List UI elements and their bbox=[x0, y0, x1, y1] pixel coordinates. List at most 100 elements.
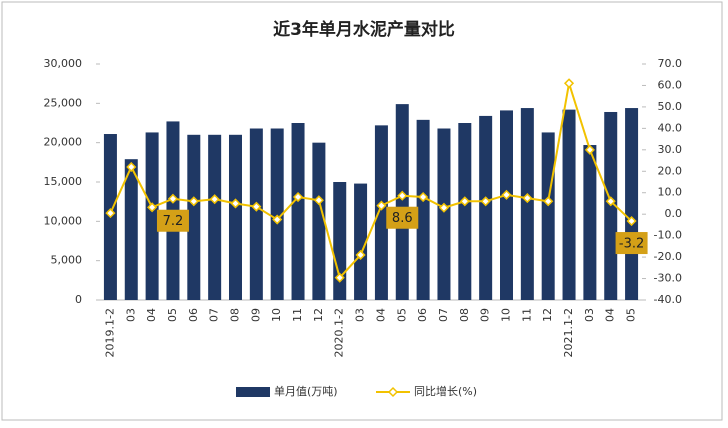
marker bbox=[459, 196, 470, 207]
bar bbox=[583, 145, 597, 300]
y2-tick-label: 20.0 bbox=[658, 164, 683, 177]
y-tick-label: 30,000 bbox=[44, 57, 83, 70]
data-label: 7.2 bbox=[163, 214, 184, 229]
x-tick-label: 06 bbox=[187, 308, 200, 322]
x-tick-label: 04 bbox=[604, 308, 617, 322]
marker bbox=[188, 196, 199, 207]
marker bbox=[605, 196, 616, 207]
bar bbox=[541, 132, 555, 300]
marker bbox=[105, 208, 116, 219]
x-tick-label: 2021.1-2 bbox=[562, 308, 575, 357]
data-label: 8.6 bbox=[392, 211, 413, 226]
bar bbox=[249, 128, 263, 300]
x-tick-label: 08 bbox=[458, 308, 471, 322]
bar bbox=[520, 108, 534, 300]
marker bbox=[167, 193, 179, 204]
y2-tick-label: 10.0 bbox=[658, 186, 683, 199]
legend-label: 单月值(万吨) bbox=[274, 385, 338, 398]
y2-tick-label: 30.0 bbox=[658, 143, 683, 156]
y2-tick-label: 70.0 bbox=[658, 57, 683, 70]
x-tick-label: 2019.1-2 bbox=[103, 308, 116, 357]
marker bbox=[480, 196, 491, 207]
x-tick-label: 2020.1-2 bbox=[333, 308, 346, 357]
y2-tick-label: -20.0 bbox=[654, 250, 682, 263]
x-tick-label: 04 bbox=[374, 308, 387, 322]
bar bbox=[625, 108, 639, 300]
marker bbox=[251, 201, 262, 212]
x-tick-label: 05 bbox=[395, 308, 408, 322]
y-tick-label: 25,000 bbox=[44, 96, 83, 109]
marker bbox=[334, 272, 345, 283]
marker bbox=[397, 190, 408, 201]
marker bbox=[418, 191, 429, 203]
x-tick-label: 05 bbox=[166, 308, 179, 322]
marker bbox=[543, 196, 554, 207]
x-tick-label: 03 bbox=[124, 308, 137, 322]
bar bbox=[500, 110, 513, 300]
bar bbox=[333, 182, 347, 300]
marker bbox=[209, 194, 220, 205]
y2-tick-label: 60.0 bbox=[658, 78, 683, 91]
marker bbox=[272, 214, 283, 225]
bar bbox=[229, 134, 242, 300]
bar bbox=[187, 134, 201, 300]
x-tick-label: 10 bbox=[500, 308, 513, 322]
label-box bbox=[156, 209, 189, 232]
y-tick-label: 15,000 bbox=[44, 175, 83, 188]
bar bbox=[416, 119, 430, 300]
y2-tick-label: -40.0 bbox=[654, 293, 682, 306]
y-tick-label: 20,000 bbox=[44, 136, 83, 149]
x-tick-label: 04 bbox=[145, 308, 158, 322]
marker bbox=[522, 193, 533, 204]
x-tick-label: 10 bbox=[270, 308, 283, 322]
bar bbox=[354, 183, 368, 300]
bar bbox=[145, 132, 159, 300]
x-tick-label: 09 bbox=[479, 308, 492, 322]
bar bbox=[374, 125, 388, 300]
bar bbox=[208, 134, 222, 300]
bar bbox=[395, 104, 409, 301]
chart-title: 近3年单月水泥产量对比 bbox=[273, 19, 455, 40]
x-tick-label: 03 bbox=[354, 308, 367, 322]
marker bbox=[230, 198, 241, 209]
legend-label: 同比增长(%) bbox=[414, 384, 477, 398]
legend-swatch bbox=[236, 387, 270, 397]
label-box bbox=[386, 206, 419, 229]
x-tick-label: 06 bbox=[416, 308, 429, 322]
marker bbox=[292, 191, 304, 203]
x-tick-label: 09 bbox=[249, 308, 262, 322]
marker bbox=[438, 202, 450, 213]
bar bbox=[312, 142, 326, 300]
marker bbox=[563, 78, 575, 89]
legend-marker bbox=[387, 386, 399, 398]
x-tick-label: 07 bbox=[437, 308, 450, 322]
bar bbox=[437, 128, 451, 300]
marker bbox=[126, 161, 137, 173]
x-tick-label: 12 bbox=[312, 308, 325, 322]
y2-tick-label: -10.0 bbox=[654, 229, 682, 242]
label-box bbox=[615, 232, 648, 255]
y2-tick-label: 40.0 bbox=[658, 121, 683, 134]
y-tick-label: 0 bbox=[75, 293, 82, 306]
bar bbox=[124, 159, 138, 300]
y2-tick-label: 0.0 bbox=[665, 207, 683, 220]
x-tick-label: 03 bbox=[583, 308, 596, 322]
bar bbox=[270, 128, 284, 300]
x-tick-label: 12 bbox=[541, 308, 554, 322]
marker bbox=[501, 189, 512, 200]
x-tick-label: 11 bbox=[520, 308, 533, 322]
marker bbox=[355, 249, 366, 261]
bar bbox=[291, 123, 305, 300]
marker bbox=[584, 144, 595, 155]
y2-tick-label: 50.0 bbox=[658, 100, 683, 113]
x-tick-label: 11 bbox=[291, 308, 304, 322]
marker bbox=[626, 215, 637, 227]
y-tick-label: 10,000 bbox=[44, 214, 83, 227]
y-tick-label: 5,000 bbox=[51, 254, 83, 267]
bar bbox=[458, 123, 472, 300]
x-tick-label: 07 bbox=[208, 308, 221, 322]
marker bbox=[313, 195, 324, 206]
bar bbox=[562, 109, 576, 300]
x-tick-label: 08 bbox=[229, 308, 242, 322]
